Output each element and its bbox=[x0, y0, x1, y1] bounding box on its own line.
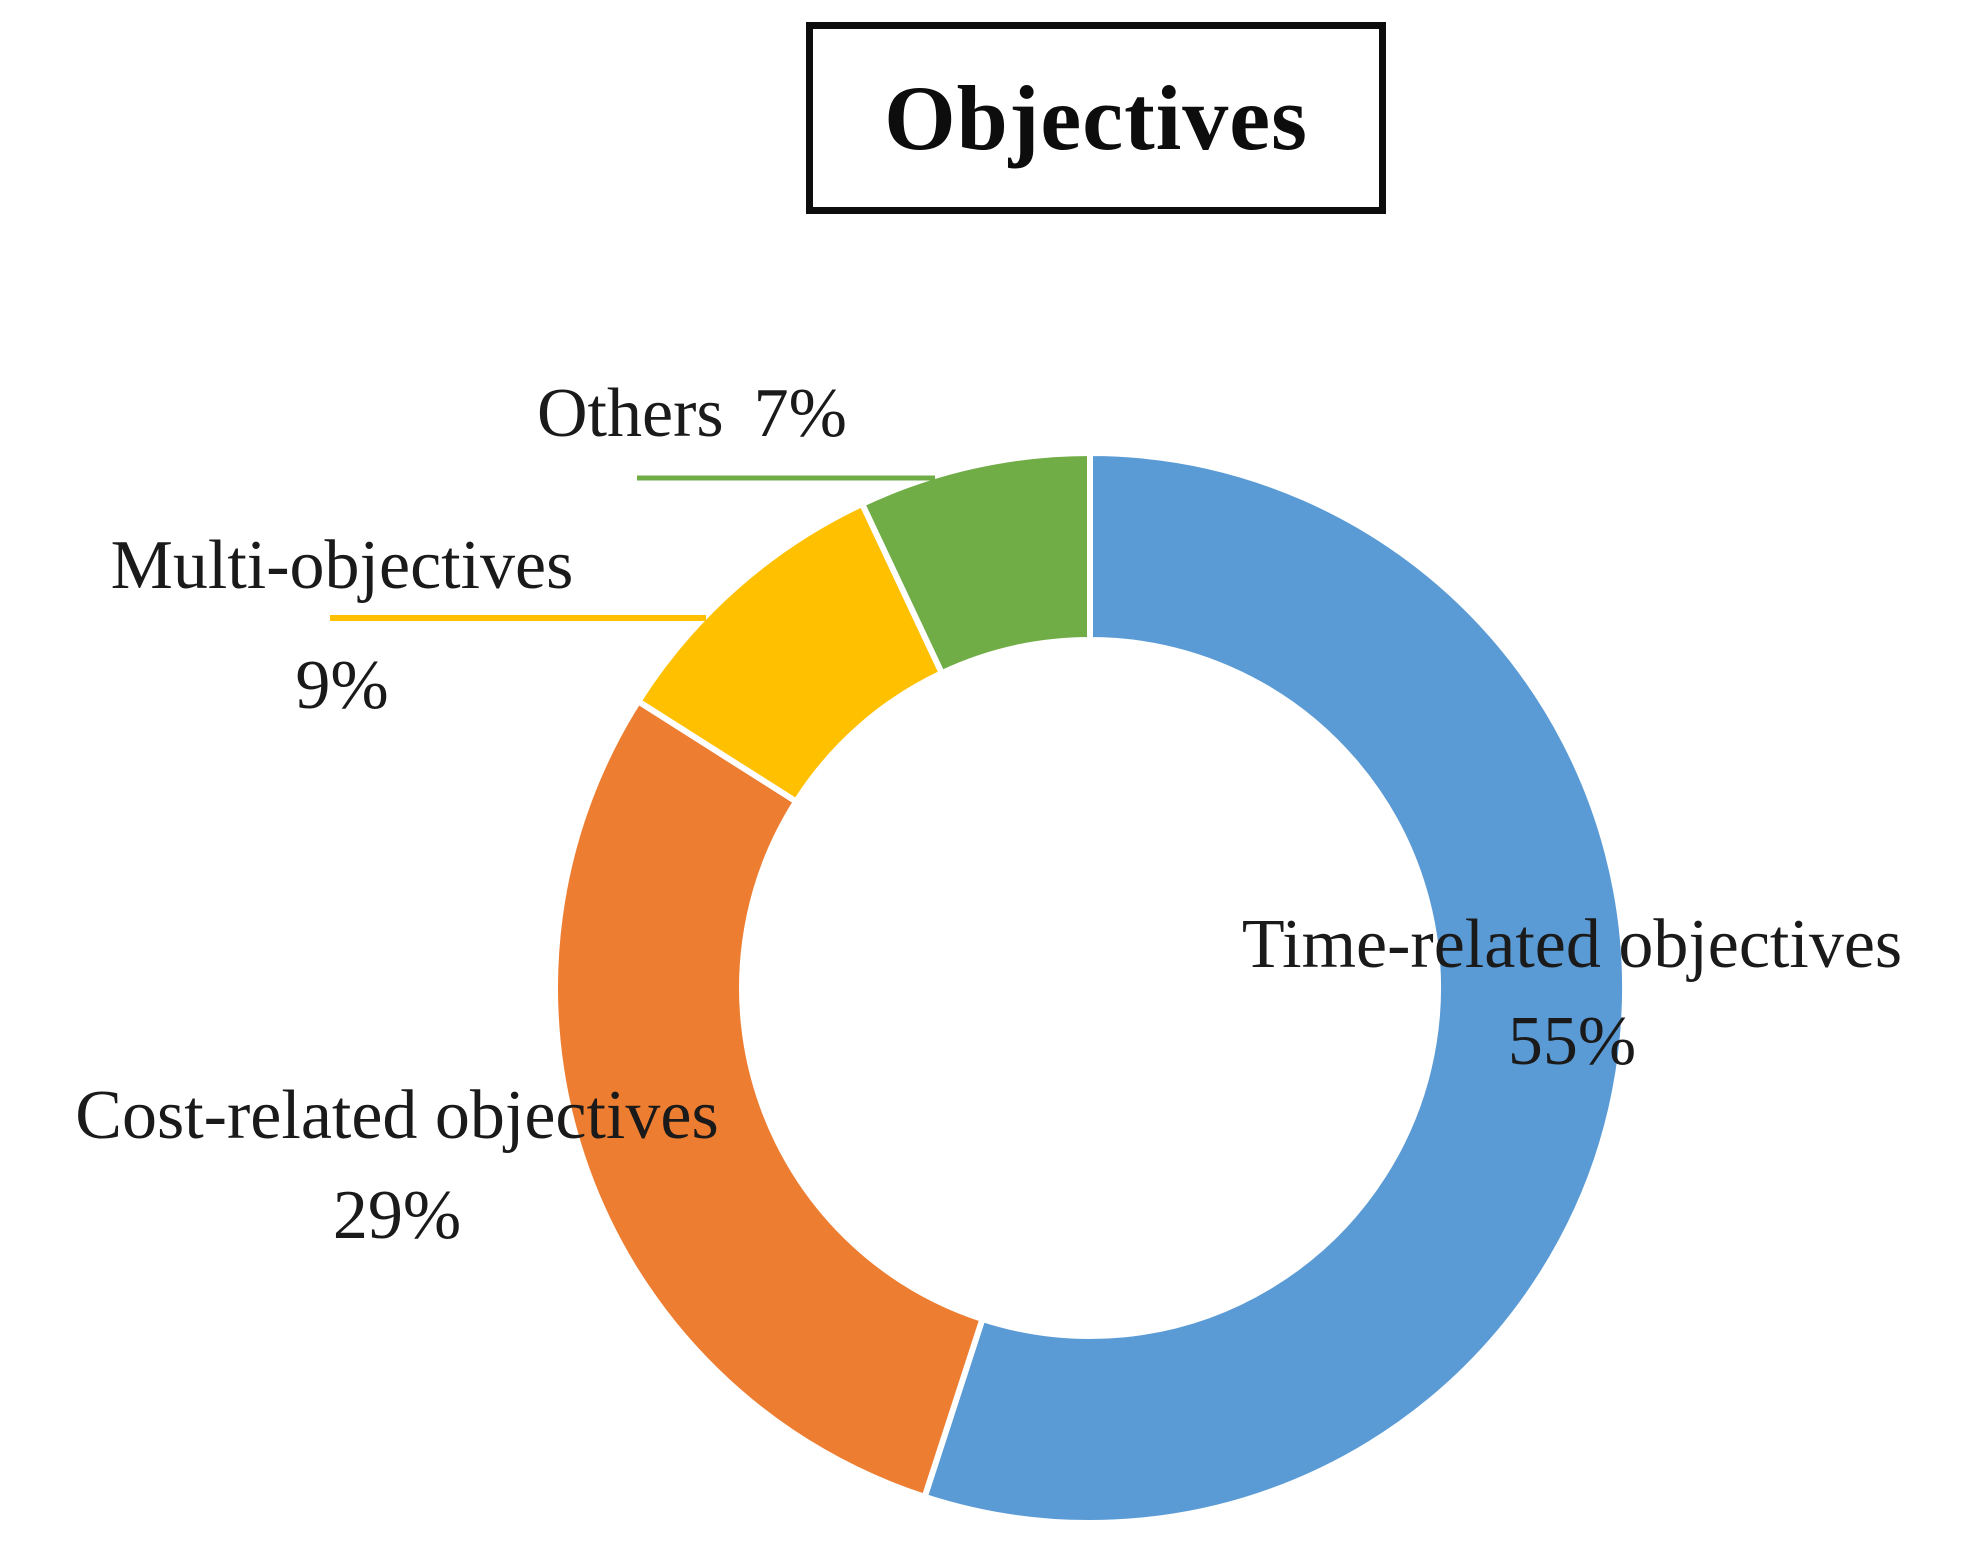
others-label-text: Others bbox=[537, 375, 724, 452]
multi-objectives-label-pct: 9% bbox=[295, 647, 389, 724]
slice-cost-related-objectives bbox=[552, 697, 987, 1501]
time-related-label-pct: 55% bbox=[1507, 1003, 1637, 1080]
time-related-label: Time-related objectives 55% bbox=[1242, 896, 1902, 1090]
time-related-label-text: Time-related objectives bbox=[1241, 906, 1903, 983]
slice-time-related-objectives bbox=[920, 449, 1628, 1526]
cost-related-label: Cost-related objectives 29% bbox=[75, 1066, 718, 1266]
donut-slices bbox=[552, 449, 1628, 1526]
chart-title-box: Objectives bbox=[806, 22, 1386, 214]
others-label: Others 7% bbox=[537, 379, 847, 449]
multi-objectives-label-text: Multi-objectives bbox=[110, 527, 574, 604]
cost-related-label-pct: 29% bbox=[332, 1177, 462, 1254]
cost-related-label-text: Cost-related objectives bbox=[75, 1077, 719, 1154]
others-label-pct: 7% bbox=[753, 375, 847, 452]
chart-title: Objectives bbox=[884, 67, 1308, 169]
multi-objectives-label: Multi-objectives 9% bbox=[111, 506, 574, 746]
